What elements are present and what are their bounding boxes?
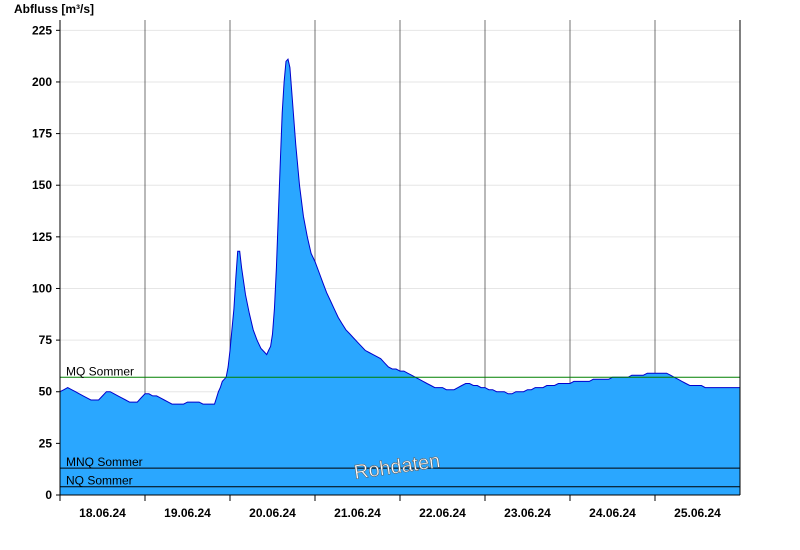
y-tick-label-100: 100 xyxy=(32,281,52,295)
reference-lines: MQ Sommer MNQ Sommer NQ Sommer xyxy=(60,364,740,488)
x-tick-label-3: 21.06.24 xyxy=(334,506,381,520)
ref-label-2: NQ Sommer xyxy=(66,474,133,488)
discharge-area xyxy=(60,59,740,495)
x-tick-label-0: 18.06.24 xyxy=(79,506,126,520)
y-tick-label-225: 225 xyxy=(32,23,52,37)
x-tick-label-1: 19.06.24 xyxy=(164,506,211,520)
axes: 0 25 50 75 100 125 150 175 200 225 18.06.24 19.06.2… xyxy=(32,20,741,520)
x-tick-label-7: 25.06.24 xyxy=(674,506,721,520)
y-axis-label: Abfluss [m³/s] xyxy=(14,2,94,16)
ref-label-1: MNQ Sommer xyxy=(66,455,143,469)
x-tick-label-5: 23.06.24 xyxy=(504,506,551,520)
y-tick-label-175: 175 xyxy=(32,127,52,141)
y-tick-label-75: 75 xyxy=(39,333,53,347)
x-tick-label-4: 22.06.24 xyxy=(419,506,466,520)
y-tick-label-125: 125 xyxy=(32,230,52,244)
y-tick-label-200: 200 xyxy=(32,75,52,89)
x-tick-label-2: 20.06.24 xyxy=(249,506,296,520)
y-tick-label-50: 50 xyxy=(39,385,53,399)
x-tick-label-6: 24.06.24 xyxy=(589,506,636,520)
y-tick-label-150: 150 xyxy=(32,178,52,192)
y-tick-label-0: 0 xyxy=(45,488,52,502)
ref-label-0: MQ Sommer xyxy=(66,364,134,378)
y-tick-label-25: 25 xyxy=(39,436,53,450)
